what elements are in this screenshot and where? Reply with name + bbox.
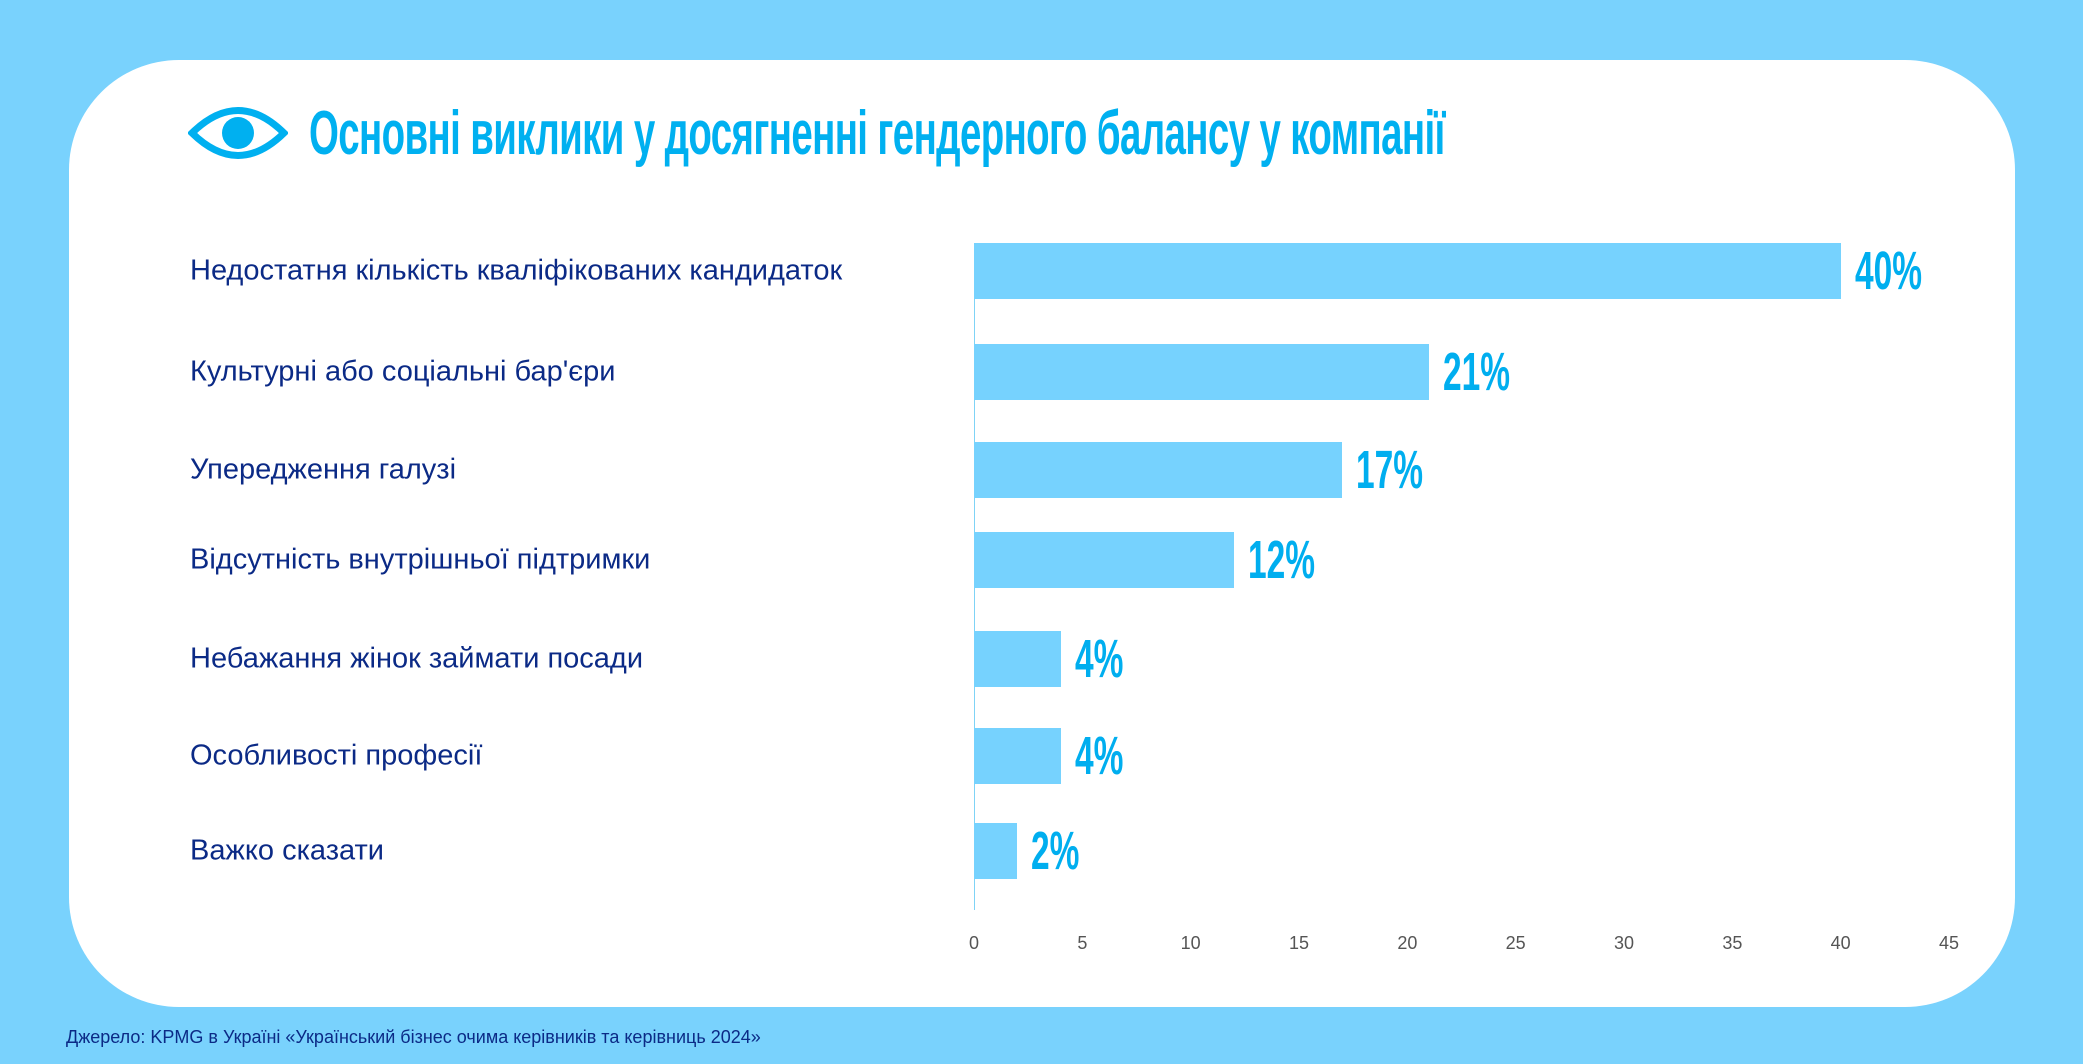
value-label: 2%: [1031, 821, 1080, 881]
chart-title: Основні виклики у досягненні гендерного …: [309, 99, 1445, 168]
x-tick-label: 35: [1722, 933, 1743, 953]
category-label: Важко сказати: [190, 834, 384, 867]
x-tick-label: 30: [1613, 933, 1635, 953]
value-label: 21%: [1443, 342, 1511, 402]
x-tick-label: 10: [1180, 933, 1201, 953]
eye-icon: [188, 107, 288, 159]
value-label: 4%: [1074, 629, 1124, 689]
value-label: 17%: [1356, 440, 1424, 500]
x-tick-label: 0: [968, 933, 980, 953]
value-label: 4%: [1074, 726, 1124, 786]
x-tick-label: 5: [1077, 933, 1088, 953]
bar: [974, 728, 1061, 784]
bar: [974, 823, 1018, 879]
value-label: 40%: [1854, 241, 1922, 301]
bar: [974, 532, 1234, 588]
source-note: Джерело: KPMG в Україні «Український біз…: [66, 1027, 761, 1047]
bar: [974, 631, 1061, 687]
x-tick-label: 45: [1938, 933, 1960, 953]
category-label: Відсутність внутрішньої підтримки: [190, 543, 651, 576]
bar: [974, 442, 1343, 498]
value-label: 12%: [1248, 530, 1316, 590]
bar: [974, 243, 1841, 299]
category-label: Особливості професії: [190, 739, 483, 772]
x-tick-label: 25: [1505, 933, 1526, 953]
category-label: Упередження галузі: [190, 453, 457, 486]
category-label: Недостатня кількість кваліфікованих канд…: [190, 254, 843, 287]
bar: [974, 344, 1429, 400]
x-tick-label: 40: [1830, 933, 1851, 953]
x-tick-label: 15: [1288, 933, 1310, 953]
category-label: Культурні або соціальні бар'єри: [190, 355, 616, 388]
category-label: Небажання жінок займати посади: [190, 642, 644, 675]
x-tick-label: 20: [1397, 933, 1418, 953]
